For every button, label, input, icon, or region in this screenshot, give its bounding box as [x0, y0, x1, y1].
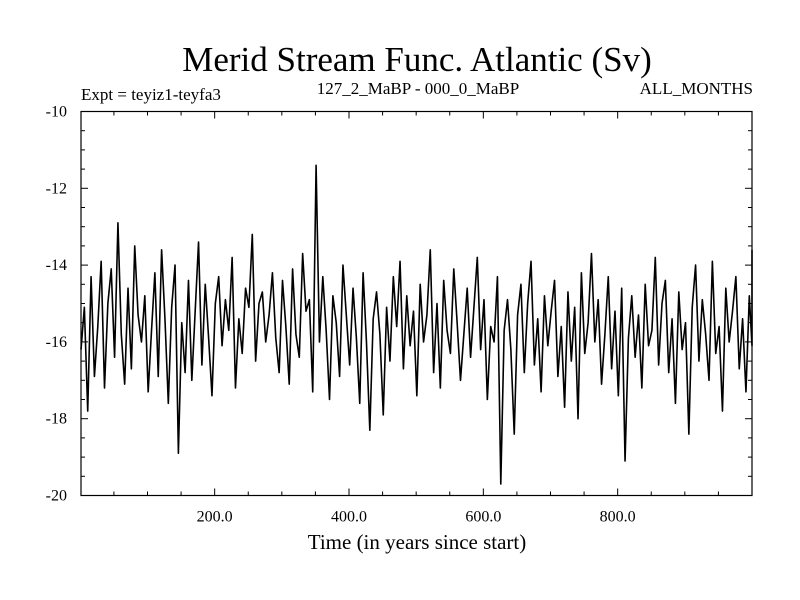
x-tick-label: 200.0: [197, 509, 233, 526]
y-tick-label: -14: [46, 257, 67, 274]
y-tick-label: -18: [46, 411, 67, 428]
x-tick-label: 600.0: [465, 509, 501, 526]
series-line: [80, 164, 753, 485]
chart-title: Merid Stream Func. Atlantic (Sv): [182, 40, 652, 79]
x-axis: 200.0 400.0 600.0 800.0: [113, 111, 719, 526]
x-tick-label: 800.0: [600, 509, 636, 526]
y-axis: -20 -18 -16 -14 -12 -10: [46, 104, 752, 505]
experiment-label: Expt = teyiz1-teyfa3: [81, 85, 221, 104]
period-label: 127_2_MaBP - 000_0_MaBP: [317, 79, 519, 98]
plot-frame: [80, 110, 753, 497]
y-tick-label: -12: [46, 180, 67, 197]
x-axis-label: Time (in years since start): [308, 530, 527, 554]
y-tick-label: -10: [46, 104, 67, 121]
season-label: ALL_MONTHS: [640, 79, 753, 98]
y-tick-label: -16: [46, 334, 67, 351]
y-tick-label: -20: [46, 488, 67, 505]
x-tick-label: 400.0: [331, 509, 367, 526]
